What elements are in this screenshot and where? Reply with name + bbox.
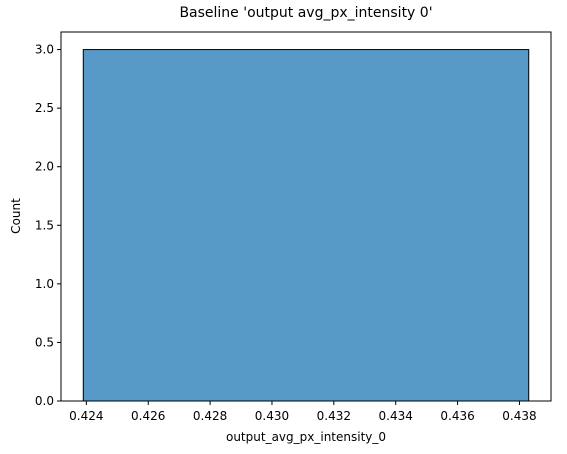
plot-frame: [60, 31, 552, 402]
x-tick-label: 0.434: [379, 409, 413, 423]
chart-title: Baseline 'output avg_px_intensity 0': [179, 5, 432, 21]
x-tick-label: 0.432: [317, 409, 351, 423]
x-tick-label: 0.424: [69, 409, 103, 423]
x-tick-label: 0.436: [440, 409, 474, 423]
x-axis-label: output_avg_px_intensity_0: [226, 430, 386, 444]
y-tick-label: 1.5: [35, 218, 54, 232]
y-tick-label: 1.0: [35, 277, 54, 291]
y-tick-label: 3.0: [35, 43, 54, 57]
y-tick-label: 2.0: [35, 160, 54, 174]
y-tick-label: 0.0: [35, 394, 54, 408]
histogram-bar-0: [82, 49, 530, 402]
x-tick-label: 0.428: [193, 409, 227, 423]
y-axis-label: Count: [9, 198, 23, 234]
x-tick-label: 0.430: [255, 409, 289, 423]
y-tick-label: 0.5: [35, 335, 54, 349]
x-tick-label: 0.426: [131, 409, 165, 423]
y-axis: 0.0 0.5 1.0 1.5 2.0 2.5 3.0: [35, 43, 61, 408]
x-tick-label: 0.438: [502, 409, 536, 423]
y-tick-label: 2.5: [35, 101, 54, 115]
plot-area: [82, 49, 530, 402]
x-axis: 0.424 0.426 0.428 0.430 0.432 0.434 0.436 0.438: [69, 401, 537, 423]
